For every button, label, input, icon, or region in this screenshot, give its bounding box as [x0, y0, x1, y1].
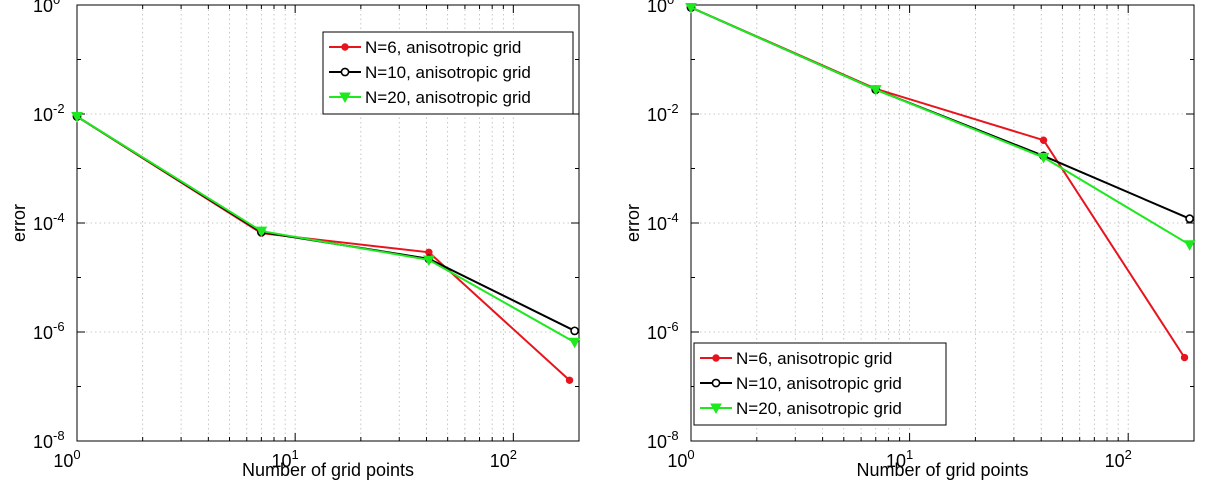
- legend-label: N=6, anisotropic grid: [736, 349, 892, 368]
- x-tick-label: 102: [1105, 447, 1132, 471]
- series-line: [76, 115, 576, 344]
- y-tick-label: 10-6: [33, 319, 65, 343]
- legend-label: N=20, anisotropic grid: [365, 88, 531, 107]
- legend-item: N=10, anisotropic grid: [329, 63, 531, 82]
- legend-label: N=20, anisotropic grid: [736, 399, 902, 418]
- x-tick-label: 100: [53, 447, 80, 471]
- y-tick-label: 10-2: [33, 101, 65, 125]
- data-point: [71, 111, 83, 123]
- data-point: [1039, 136, 1048, 144]
- legend-item: N=20, anisotropic grid: [700, 399, 902, 418]
- x-tick-label: 101: [272, 447, 299, 471]
- x-tick-label: 101: [886, 447, 913, 471]
- x-axis-label: Number of grid points: [856, 460, 1028, 480]
- data-point: [570, 326, 580, 336]
- data-point: [339, 92, 351, 104]
- data-point: [565, 376, 574, 384]
- data-point: [255, 226, 268, 238]
- data-point: [1037, 152, 1050, 164]
- legend-label: N=6, anisotropic grid: [365, 38, 521, 57]
- x-tick-label: 102: [490, 447, 517, 471]
- y-tick-label: 100: [647, 0, 674, 16]
- legend-item: N=10, anisotropic grid: [700, 374, 902, 393]
- y-tick-label: 10-8: [647, 428, 679, 452]
- legend-label: N=10, anisotropic grid: [736, 374, 902, 393]
- y-tick-label: 10-4: [33, 210, 65, 234]
- x-tick-label: 100: [667, 447, 694, 471]
- plot-frame: [690, 4, 1195, 442]
- y-tick-label: 10-2: [647, 101, 679, 125]
- legend: N=6, anisotropic grid N=10, anisotropic g…: [322, 31, 574, 115]
- legend-item: N=6, anisotropic grid: [329, 38, 521, 57]
- chart-2: 100 101 102 100 10-2 10-4 10-6 10-8 Number of gr…: [623, 0, 1196, 480]
- y-tick-label: 10-8: [33, 428, 65, 452]
- series-3: [71, 111, 581, 349]
- plot-frame: [76, 4, 580, 442]
- legend-item: N=6, anisotropic grid: [700, 349, 892, 368]
- data-point: [341, 43, 349, 51]
- y-axis-label: error: [9, 204, 29, 242]
- y-tick-label: 100: [33, 0, 60, 16]
- data-point: [869, 85, 882, 96]
- chart-1: 100 101 102 100 10-2 10-4 10-6 10-8 Number of gr…: [9, 0, 581, 480]
- x-axis-label: Number of grid points: [242, 460, 414, 480]
- legend: N=6, anisotropic grid N=10, anisotropic g…: [693, 342, 947, 426]
- legend-box: [322, 31, 574, 115]
- data-point: [568, 337, 581, 349]
- data-point: [1180, 353, 1189, 362]
- y-axis-label: error: [623, 204, 643, 242]
- legend-box: [693, 342, 947, 426]
- y-tick-label: 10-6: [647, 319, 679, 343]
- data-point: [712, 354, 720, 362]
- y-tick-label: 10-4: [647, 210, 679, 234]
- data-point: [711, 378, 721, 388]
- data-point: [1185, 214, 1195, 224]
- data-point: [423, 255, 435, 266]
- data-point: [710, 403, 722, 415]
- series-3: [685, 2, 1196, 251]
- legend-item: N=20, anisotropic grid: [329, 88, 531, 107]
- legend-label: N=10, anisotropic grid: [365, 63, 531, 82]
- data-point: [685, 2, 697, 14]
- series-line: [690, 6, 1191, 246]
- data-point: [340, 67, 350, 77]
- data-point: [1183, 240, 1196, 251]
